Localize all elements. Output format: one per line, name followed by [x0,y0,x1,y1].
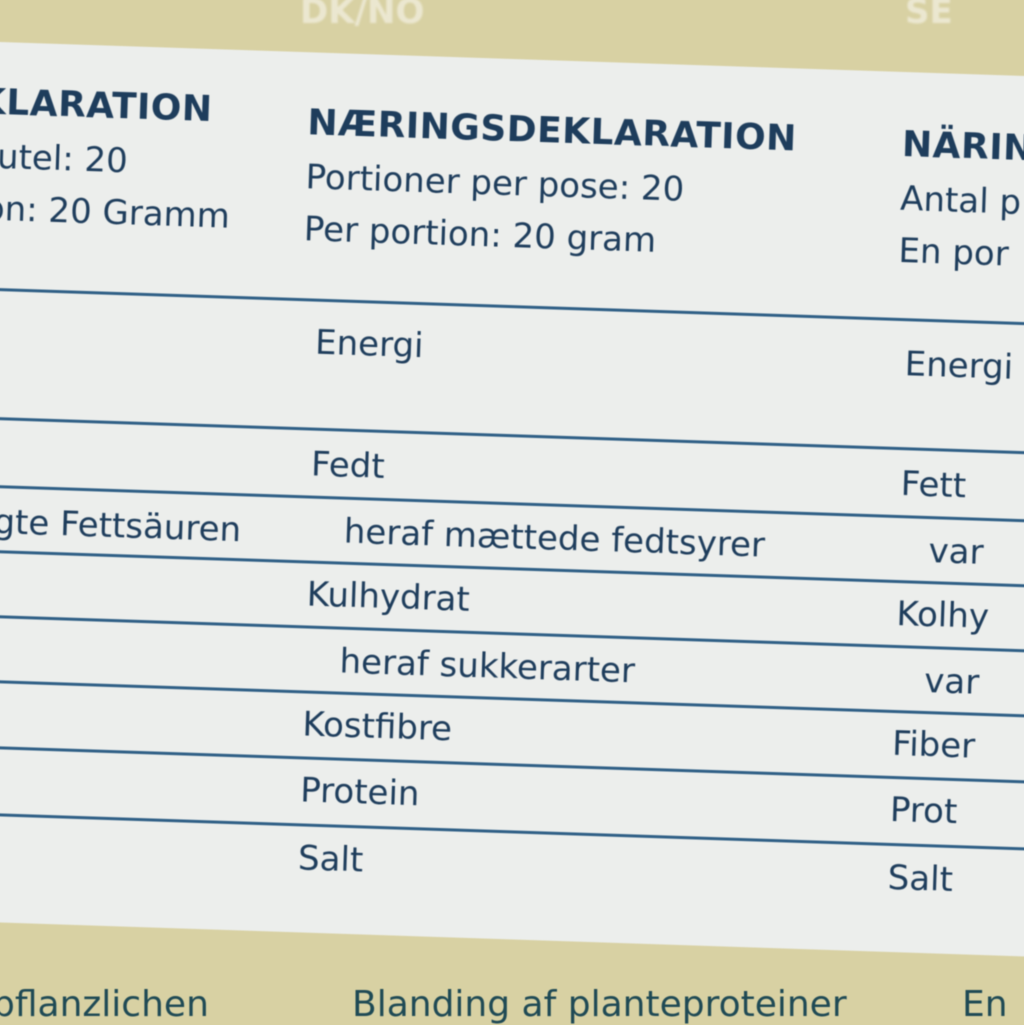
row-divider [0,285,1024,328]
column-dk-no: NÆRINGSDEKLARATION Portioner per pose: 2… [303,102,797,271]
row-fat: Fett [900,464,967,507]
row-protein: Protein [299,770,421,815]
row-divider [0,810,1024,853]
row-carbohydrate: Kulhydrat [306,574,471,620]
ingredients-de: pflanzlichen [0,984,209,1025]
region-label-dk-no: DK/NO [300,0,425,32]
row-energy: Energi [904,344,1014,388]
nutrition-table: KLARATION eutel: 20 ion: 20 Gramm NÆRING… [0,40,1024,958]
row-energy: Energi [314,322,425,367]
region-label-se: SE [905,0,953,32]
column-title: NÄRIN [901,123,1024,170]
servings-per-bag: Antal p [899,178,1022,223]
row-fibre: Fiber [891,723,976,767]
ingredients-se: En [962,984,1008,1025]
ingredients-dk: Blanding af planteproteiner [352,984,847,1025]
row-divider [0,414,1024,457]
row-salt: Salt [297,838,364,881]
row-carbohydrate: Kolhy [895,594,990,638]
row-label: igte Fettsäuren [0,501,242,551]
column-title: KLARATION [0,81,214,131]
column-se: NÄRIN Antal p En por [898,124,1024,281]
servings-per-bag: eutel: 20 [0,136,129,182]
serving-size: ion: 20 Gramm [0,188,231,237]
column-title: NÆRINGSDEKLARATION [306,102,798,160]
row-fibre: Kostfibre [301,704,453,750]
row-fat: Fedt [310,444,386,487]
serving-size: En por [897,230,1010,275]
row-protein: Prot [889,789,958,833]
row-saturated-fat: var [927,531,985,573]
region-labels: DK/NO SE [0,0,1024,40]
row-saturated-fat: heraf mættede fedtsyrer [343,511,766,566]
row-sugars: heraf sukkerarter [338,641,636,692]
row-salt: Salt [887,857,954,901]
row-divider [0,743,1024,786]
row-sugars: var [923,660,980,703]
column-de: KLARATION eutel: 20 ion: 20 Gramm [0,81,234,242]
